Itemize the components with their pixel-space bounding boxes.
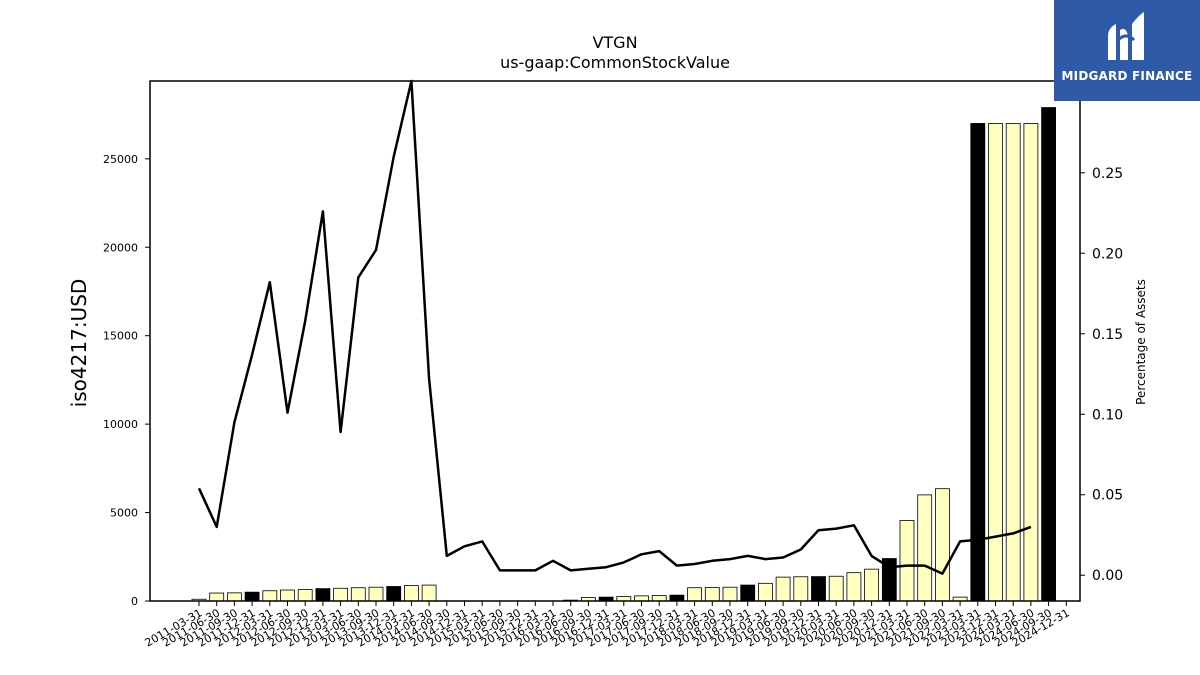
y-axis-label: iso4217:USD [67,279,91,408]
logo-text: MIDGARD FINANCE [1061,69,1193,83]
bar-2012-03-31 [262,590,278,602]
right-y-tick-label: 0.00 [1092,568,1123,584]
right-y-tick-label: 0.10 [1092,407,1123,423]
bar-2019-03-31 [758,582,773,602]
bar-2019-09-30 [793,576,809,602]
bar-2020-06-30 [846,572,862,602]
right-y-tick-label: 0.20 [1092,246,1123,262]
bar-2021-09-30 [935,488,950,602]
bar-2011-12-31 [244,591,260,602]
y-tick-label: 0 [131,595,138,608]
right-y-axis-ticks: 0.00 0.05 0.10 0.15 0.20 0.25 [1080,166,1123,584]
bar-2024-03-31 [1005,123,1021,602]
y-tick-label: 10000 [103,418,138,431]
bar-2024-09-30 [1041,107,1056,602]
bar-2020-09-30 [864,568,879,602]
y-tick-label: 5000 [110,507,138,520]
bar-2013-09-30 [368,586,384,602]
right-y-axis-label: Percentage of Assets [1134,279,1148,405]
y-tick-label: 15000 [103,330,138,343]
bar-2018-03-31 [687,587,702,602]
bar-2013-06-30 [350,587,366,602]
bar-2023-12-31 [988,123,1003,602]
bar-2011-06-30 [209,592,225,602]
y-tick-label: 20000 [103,241,138,254]
bar-2014-03-31 [403,585,419,602]
y-axis-ticks: 0 5000 10000 15000 20000 25000 [103,153,150,608]
bar-2017-12-31 [669,594,685,602]
bar-2012-12-31 [315,588,331,602]
bar-2023-03-31 [970,123,986,602]
bar-2018-09-30 [722,586,738,602]
bar-2013-03-31 [333,587,349,602]
bar-2019-06-30 [775,576,791,602]
y-tick-label: 25000 [103,153,138,166]
x-axis-ticks: 2011-03-312011-06-302011-09-302011-12-31… [143,601,1072,650]
bar-2018-12-31 [740,584,756,602]
chart-subtitle: us-gaap:CommonStockValue [500,53,730,72]
bar-2012-09-30 [297,589,313,602]
right-y-tick-label: 0.25 [1092,166,1123,182]
right-y-tick-label: 0.15 [1092,327,1123,343]
logo-mark-icon [1108,12,1144,60]
bar-2021-03-31 [899,520,915,602]
bar-2021-06-30 [917,494,933,602]
chart-title: VTGN [592,33,637,52]
bar-2018-06-30 [704,587,720,602]
bar-2017-09-30 [651,595,667,602]
percentage-line [197,79,1032,575]
bar-2011-09-30 [226,592,242,602]
bar-2019-12-31 [811,576,826,602]
bar-2020-03-31 [828,575,844,602]
bar-2017-06-30 [634,595,649,602]
bar-2014-06-30 [421,584,437,602]
midgard-logo: MIDGARD FINANCE [1054,0,1200,101]
plot-frame [149,80,1081,602]
right-y-tick-label: 0.05 [1092,488,1123,504]
bar-2013-12-31 [386,586,402,602]
bar-2012-06-30 [280,589,295,602]
bar-series [191,107,1056,602]
